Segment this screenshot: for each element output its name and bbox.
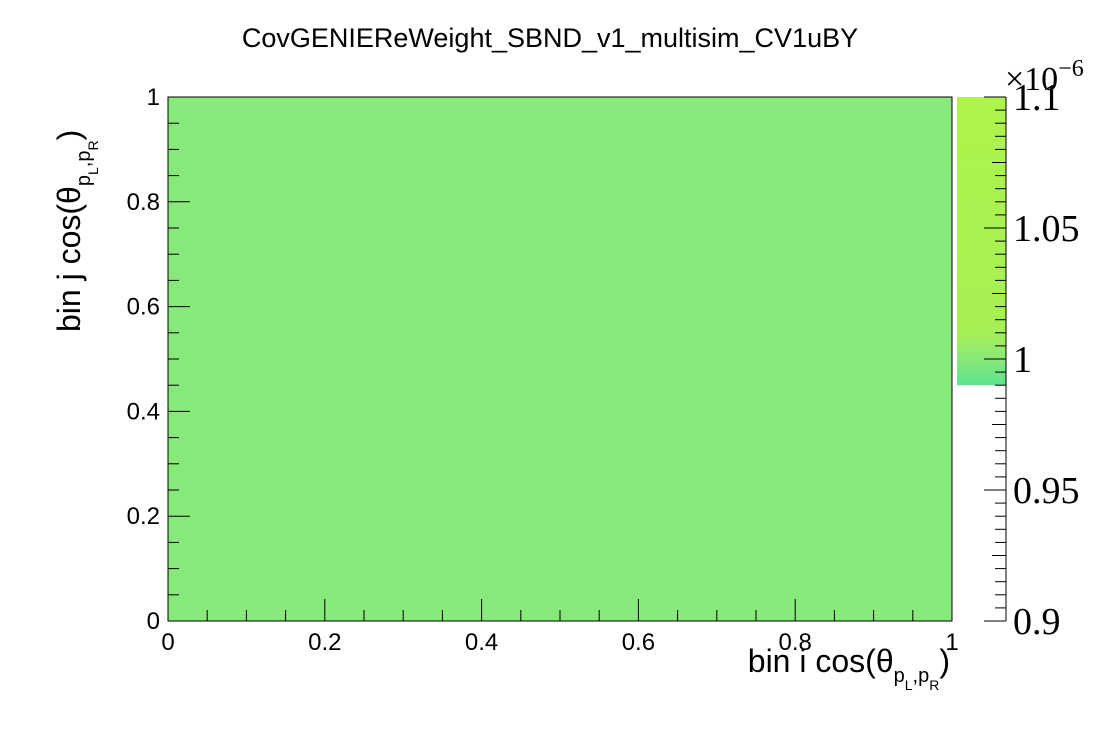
colorbar-tick-label: 0.95 (1013, 470, 1080, 512)
colorbar: 0.9 0.95 1 1.05 1.1 (957, 77, 1080, 643)
x-tick-label: 0.4 (465, 629, 498, 656)
x-axis-label-comma: , (913, 665, 919, 687)
x-axis: 0 0.2 0.4 0.6 0.8 1 (161, 599, 959, 656)
colorbar-exponent-power: −6 (1058, 56, 1084, 82)
y-axis-label-sub1-sub: L (85, 167, 101, 175)
colorbar-exponent: ×10−6 (1005, 56, 1084, 98)
x-tick-label: 1 (945, 629, 958, 656)
x-axis-label-sub2: p (918, 665, 929, 687)
colorbar-tick-label: 1.1 (1013, 77, 1061, 119)
y-axis-label-sub2: p (73, 151, 95, 162)
x-axis-label: bin i cos(θpL,pR) (748, 643, 950, 693)
x-axis-label-close: ) (939, 643, 950, 679)
x-axis-label-sub1-sub: L (905, 677, 913, 693)
y-tick-label: 0 (147, 608, 160, 635)
x-axis-label-sub1: p (894, 665, 905, 687)
x-tick-label: 0.2 (308, 629, 341, 656)
y-tick-label: 0.6 (127, 294, 160, 321)
x-tick-label: 0 (161, 629, 174, 656)
x-axis-label-main: bin i cos(θ (748, 643, 894, 679)
colorbar-tick-label: 0.9 (1013, 601, 1061, 643)
x-axis-label-sub2-sub: R (929, 677, 939, 693)
colorbar-tick-label: 1.05 (1013, 208, 1080, 250)
y-tick-label: 0.8 (127, 189, 160, 216)
y-axis-label-comma: , (73, 162, 95, 168)
y-tick-label: 0.2 (127, 503, 160, 530)
heatmap-cells (168, 97, 952, 621)
y-axis-label-close: ) (51, 130, 87, 141)
x-tick-label: 0.8 (779, 629, 812, 656)
y-tick-label: 1 (147, 84, 160, 111)
colorbar-exponent-base: ×10 (1005, 61, 1058, 98)
y-axis-label-sub1: p (73, 175, 95, 186)
colorbar-tick-label: 1 (1013, 339, 1032, 381)
x-tick-label: 0.6 (622, 629, 655, 656)
y-tick-label: 0.4 (127, 398, 160, 425)
chart-title: CovGENIEReWeight_SBND_v1_multisim_CV1uBY (242, 23, 858, 53)
y-axis-label-main: bin j cos(θ (51, 186, 87, 332)
y-axis-label-sub2-sub: R (85, 140, 101, 150)
heatmap-cell (168, 97, 952, 621)
y-axis-label: bin j cos(θpL,pR) (51, 130, 101, 332)
y-axis: 0 0.2 0.4 0.6 0.8 1 (127, 84, 190, 635)
